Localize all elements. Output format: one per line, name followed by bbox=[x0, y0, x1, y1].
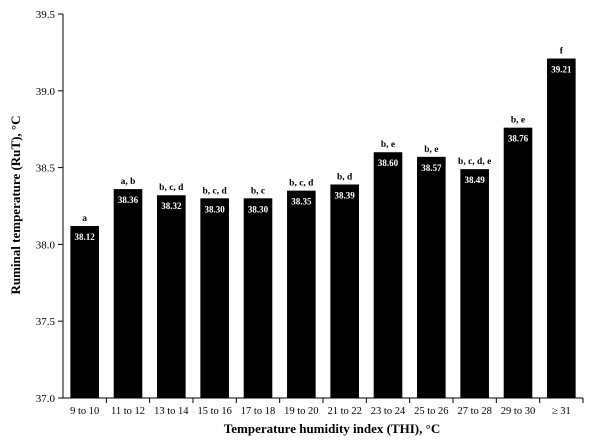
significance-label: b, c, d bbox=[289, 179, 314, 189]
significance-label: b, c bbox=[251, 186, 265, 196]
x-tick-label: ≥ 31 bbox=[552, 406, 571, 417]
significance-label: b, d bbox=[337, 172, 353, 182]
x-tick-label: 15 to 16 bbox=[197, 406, 231, 417]
bar-value-label: 38.49 bbox=[465, 175, 486, 185]
significance-label: b, e bbox=[511, 116, 525, 126]
significance-label: b, e bbox=[424, 145, 438, 155]
bar bbox=[373, 152, 403, 398]
bar bbox=[157, 195, 186, 398]
bar bbox=[503, 127, 533, 398]
bar-value-label: 38.57 bbox=[421, 163, 442, 173]
bar-value-label: 38.39 bbox=[335, 190, 356, 200]
bar bbox=[70, 225, 99, 398]
y-axis-title: Ruminal temperature (RuT), °C bbox=[8, 116, 23, 295]
x-tick-label: 13 to 14 bbox=[154, 406, 189, 417]
significance-label: a bbox=[82, 214, 87, 224]
x-tick-label: 23 to 24 bbox=[371, 406, 406, 417]
y-tick-label: 37.0 bbox=[36, 393, 56, 405]
significance-label: b, e bbox=[381, 140, 395, 150]
bar bbox=[330, 184, 359, 398]
bar-value-label: 38.12 bbox=[75, 232, 96, 242]
bar bbox=[287, 190, 316, 398]
x-tick-label: 9 to 10 bbox=[70, 406, 99, 417]
bar-value-label: 38.60 bbox=[378, 158, 399, 168]
significance-label: b, c, d, e bbox=[458, 157, 491, 167]
y-tick-label: 37.5 bbox=[36, 316, 56, 328]
significance-label: a, b bbox=[121, 177, 136, 187]
significance-label: f bbox=[560, 47, 564, 57]
bar-value-label: 38.32 bbox=[161, 201, 182, 211]
bar bbox=[547, 58, 576, 398]
significance-label: b, c, d bbox=[159, 183, 184, 193]
y-tick-label: 38.5 bbox=[36, 163, 56, 175]
bar bbox=[200, 198, 229, 398]
bar-value-label: 38.30 bbox=[205, 204, 226, 214]
y-tick-label: 39.0 bbox=[36, 86, 56, 98]
x-tick-label: 21 to 22 bbox=[327, 406, 361, 417]
bar-value-label: 38.36 bbox=[118, 195, 139, 205]
bars: 38.12 a 9 to 10 38.36 a, b 11 to 12 38.32 b, c,… bbox=[70, 47, 584, 417]
y-axis: 37.0 37.5 38.0 38.5 39.0 39.5 bbox=[36, 9, 64, 405]
bar bbox=[417, 156, 446, 398]
x-axis-title: Temperature humidity index (THI), °C bbox=[224, 421, 440, 436]
bar bbox=[113, 189, 143, 398]
bar-value-label: 38.76 bbox=[508, 134, 529, 144]
x-tick-label: 17 to 18 bbox=[241, 406, 275, 417]
bar-value-label: 38.30 bbox=[248, 204, 269, 214]
x-tick-label: 29 to 30 bbox=[501, 406, 535, 417]
x-tick-label: 11 to 12 bbox=[111, 406, 145, 417]
bar bbox=[460, 169, 489, 398]
y-tick-label: 39.5 bbox=[36, 9, 56, 21]
bar-value-label: 39.21 bbox=[551, 65, 572, 75]
y-tick-label: 38.0 bbox=[36, 239, 56, 251]
x-tick-label: 19 to 20 bbox=[284, 406, 318, 417]
bar bbox=[243, 198, 273, 398]
x-tick-label: 27 to 28 bbox=[457, 406, 491, 417]
significance-label: b, c, d bbox=[203, 186, 228, 196]
bar-value-label: 38.35 bbox=[291, 197, 312, 207]
x-tick-label: 25 to 26 bbox=[414, 406, 448, 417]
